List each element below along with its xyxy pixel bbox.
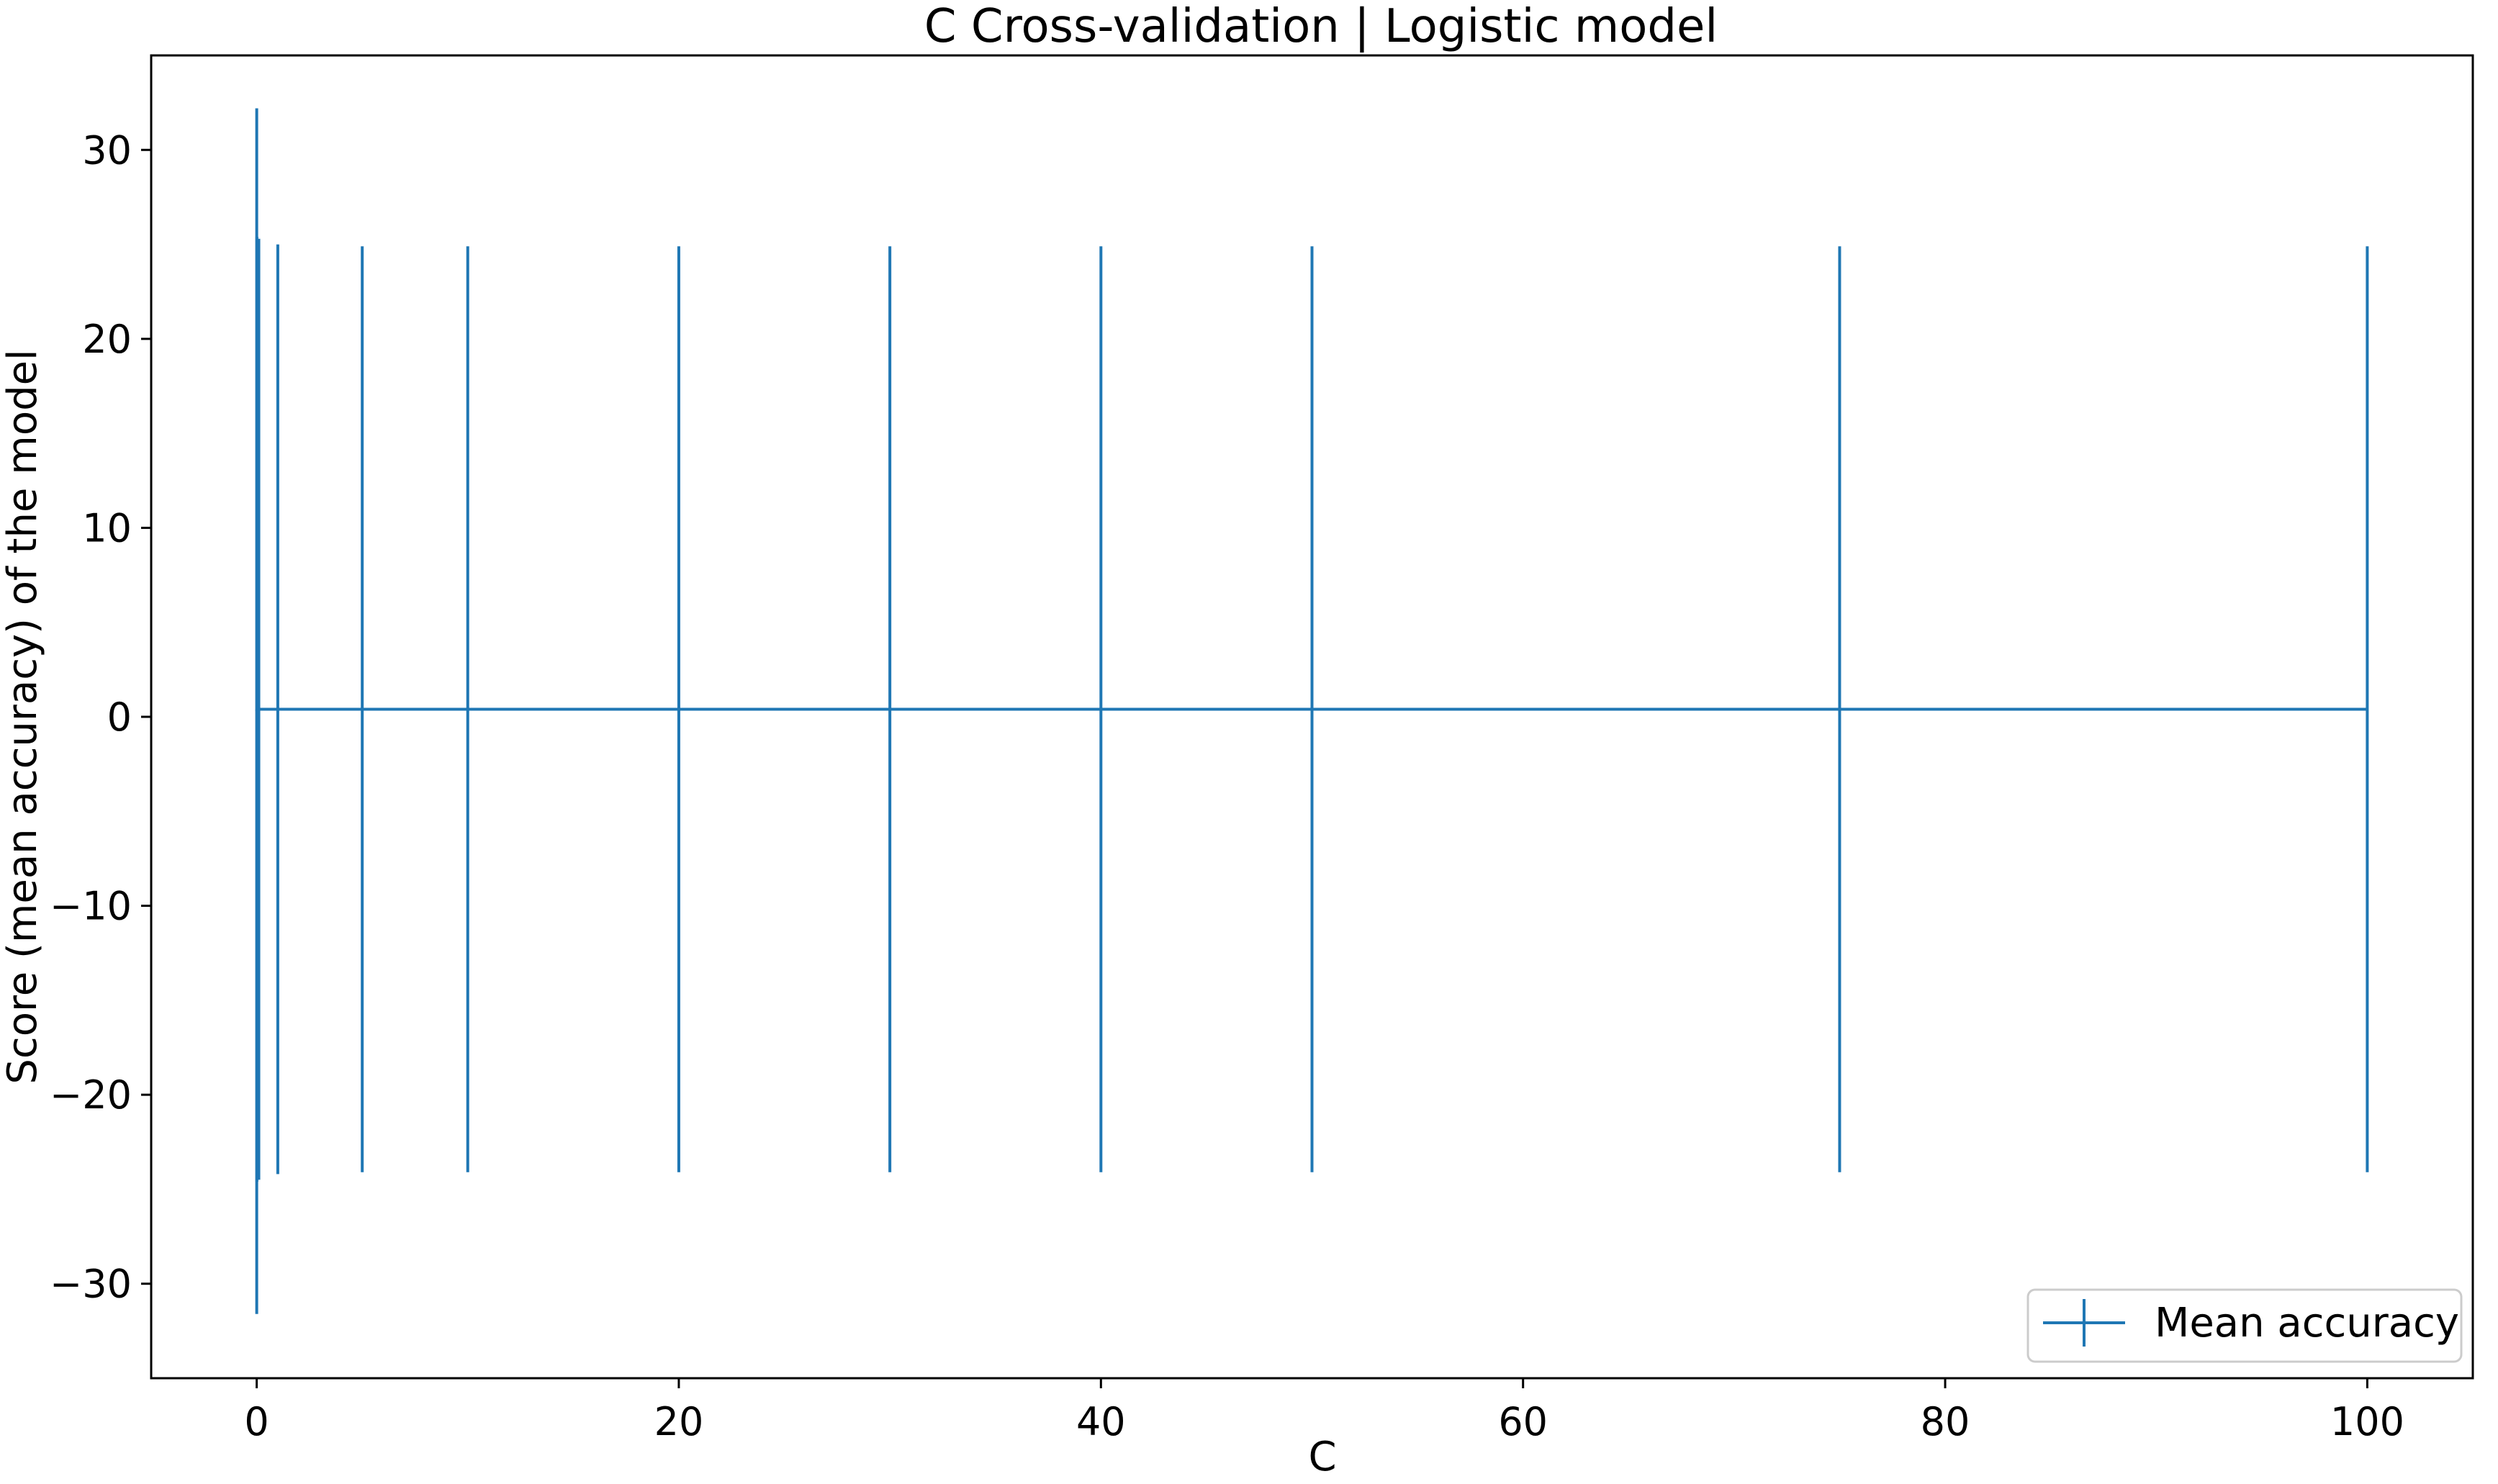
x-tick-label: 80 bbox=[1921, 1399, 1970, 1444]
y-axis-label: Score (mean accuracy) of the model bbox=[0, 349, 46, 1084]
y-tick-label: 0 bbox=[107, 695, 132, 740]
y-tick-label: 10 bbox=[82, 505, 132, 551]
x-tick-label: 60 bbox=[1498, 1399, 1548, 1444]
x-axis-ticks: 0 20 40 60 80 100 bbox=[244, 1378, 2404, 1444]
legend-box bbox=[2026, 1288, 2463, 1363]
chart-title: C Cross-validation | Logistic model bbox=[924, 0, 1718, 53]
y-tick-label: −10 bbox=[50, 884, 132, 929]
y-tick-label: 20 bbox=[82, 317, 132, 362]
legend: Mean accuracy bbox=[2026, 1288, 2463, 1363]
x-tick-label: 100 bbox=[2330, 1399, 2404, 1444]
plot-area-frame bbox=[150, 54, 2474, 1380]
y-tick-label: −20 bbox=[50, 1072, 132, 1118]
y-tick-label: 30 bbox=[82, 127, 132, 173]
x-tick-label: 20 bbox=[654, 1399, 704, 1444]
x-tick-label: 40 bbox=[1076, 1399, 1126, 1444]
series-layer bbox=[255, 108, 2369, 1314]
x-tick-label: 0 bbox=[244, 1399, 269, 1444]
y-tick-label: −30 bbox=[50, 1262, 132, 1307]
y-axis-ticks: −30 −20 −10 0 10 20 30 bbox=[50, 127, 151, 1307]
x-axis-label: C bbox=[1308, 1434, 1336, 1480]
legend-label-mean-accuracy: Mean accuracy bbox=[2155, 1300, 2459, 1347]
